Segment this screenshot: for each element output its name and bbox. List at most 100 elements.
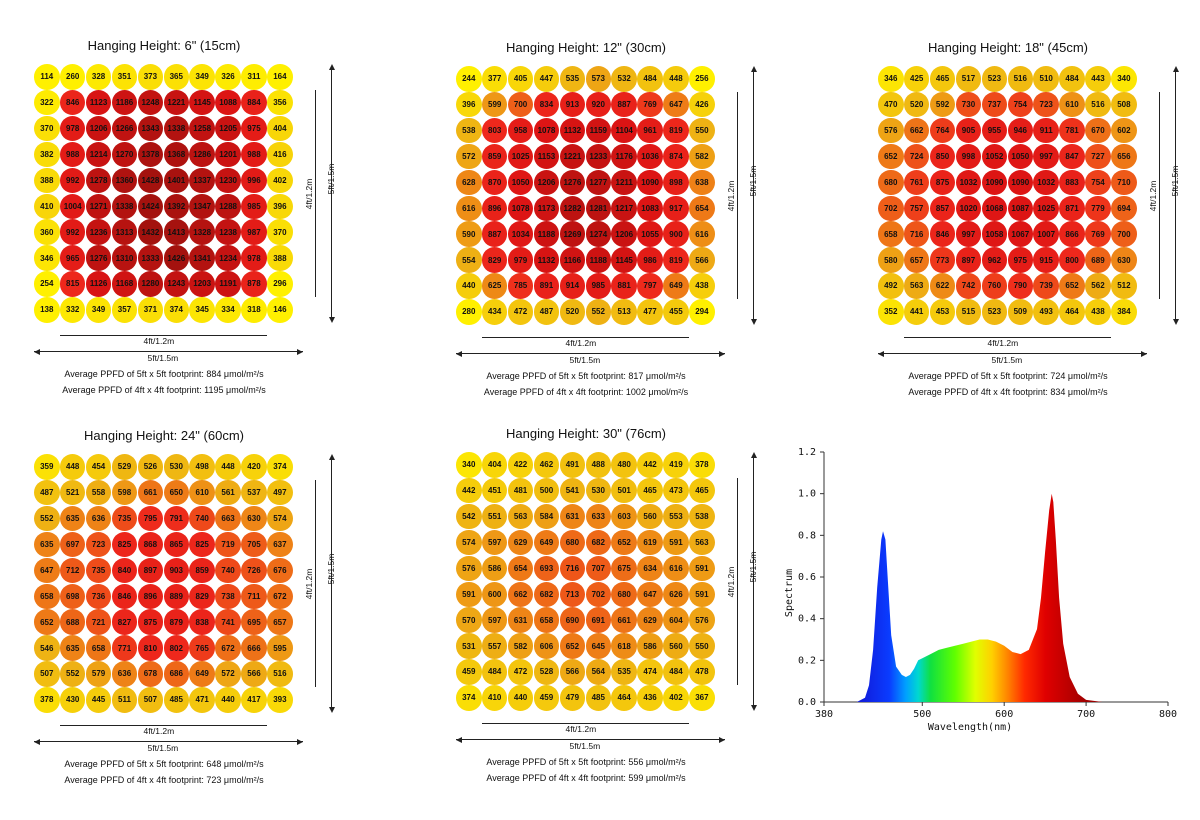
ppfd-cell: 1211: [611, 169, 637, 196]
ppfd-cell: 1025: [1033, 195, 1059, 222]
ppfd-cell: 857: [929, 195, 956, 222]
ppfd-cell: 803: [481, 117, 508, 144]
ppfd-cell: 1426: [163, 245, 190, 271]
ppfd-cell: 713: [559, 581, 586, 608]
ppfd-cell: 552: [34, 505, 60, 532]
ppfd-cell: 346: [878, 66, 904, 92]
ppfd-cell: 566: [689, 247, 715, 273]
arrow-up-icon: [750, 452, 757, 458]
ppfd-cell: 440: [215, 687, 241, 713]
ppfd-cell: 1338: [111, 193, 138, 220]
ppfd-cell: 610: [1059, 91, 1085, 118]
ppfd-cell: 1328: [189, 219, 215, 245]
ppfd-cell: 985: [585, 273, 612, 299]
ppfd-cell: 530: [585, 477, 612, 504]
ppfd-cell: 570: [456, 607, 482, 633]
avg-5ft-label: Average PPFD of 5ft x 5ft footprint:: [908, 371, 1048, 381]
ppfd-cell: 586: [481, 555, 508, 582]
ppfd-cell: 582: [689, 143, 715, 170]
x-tick-label: 600: [995, 709, 1013, 720]
ppfd-cell: 710: [1111, 169, 1137, 196]
ppfd-cell: 915: [1033, 247, 1059, 273]
ppfd-cell: 564: [585, 659, 612, 685]
ppfd-cell: 146: [267, 297, 293, 323]
ppfd-cell: 891: [533, 273, 560, 299]
ppfd-cell: 689: [1085, 247, 1111, 273]
ppfd-cell: 610: [189, 479, 215, 506]
avg-4ft-value: 1002: [625, 387, 646, 397]
avg-5ft-label: Average PPFD of 5ft x 5ft footprint:: [64, 369, 204, 379]
arrow-right-icon: [297, 348, 303, 355]
unit: μmol/m²/s: [648, 387, 689, 397]
ppfd-cell: 510: [1033, 66, 1059, 92]
ppfd-cell: 884: [241, 89, 267, 116]
unit: μmol/m²/s: [645, 371, 686, 381]
ppfd-cell: 346: [34, 245, 60, 271]
ppfd-cell: 1166: [559, 247, 586, 273]
ppfd-cell: 528: [533, 659, 560, 685]
ppfd-cell: 378: [689, 452, 715, 478]
ppfd-cell: 447: [533, 66, 560, 92]
ppfd-cell: 887: [481, 221, 508, 247]
ppfd-cell: 979: [507, 247, 534, 273]
ppfd-cell: 1153: [533, 143, 560, 170]
ppfd-cell: 616: [689, 221, 715, 247]
ppfd-cell: 870: [481, 169, 508, 196]
ppfd-cell: 697: [59, 531, 86, 558]
ppfd-cell: 1270: [111, 141, 138, 168]
ppfd-cell: 1392: [163, 193, 190, 220]
avg-4ft-label: Average PPFD of 4ft x 4ft footprint:: [62, 385, 202, 395]
average-ppfd-4ft: Average PPFD of 4ft x 4ft footprint: 599…: [456, 773, 716, 783]
ppfd-cell: 370: [34, 115, 60, 142]
ppfd-cell: 445: [85, 687, 112, 713]
ppfd-cell: 484: [637, 66, 663, 92]
ppfd-cell: 388: [34, 167, 60, 194]
ppfd-cell: 1007: [1033, 221, 1059, 247]
dimension-line-5ft-horizontal: [878, 353, 1147, 354]
ppfd-cell: 584: [533, 503, 560, 530]
arrow-left-icon: [456, 350, 462, 357]
dimension-line-4ft-horizontal: [60, 725, 267, 726]
ppfd-cell: 962: [981, 247, 1008, 273]
ppfd-cell: 537: [241, 479, 267, 506]
ppfd-cell: 393: [267, 687, 293, 713]
ppfd-cell: 636: [85, 505, 112, 532]
ppfd-cell: 702: [585, 581, 612, 608]
ppfd-cell: 590: [456, 221, 482, 247]
average-ppfd-5ft: Average PPFD of 5ft x 5ft footprint: 556…: [456, 757, 716, 767]
ppfd-cell: 661: [611, 607, 637, 633]
ppfd-cell: 742: [955, 273, 982, 299]
ppfd-cell: 903: [163, 557, 190, 584]
ppfd-cell: 1217: [611, 195, 637, 222]
ppfd-cell: 898: [663, 169, 689, 196]
ppfd-cell: 371: [137, 297, 164, 323]
dimension-line-4ft-vertical: [737, 92, 738, 299]
ppfd-cell: 1238: [215, 219, 241, 245]
ppfd-cell: 1052: [981, 143, 1008, 170]
ppfd-cell: 680: [878, 169, 904, 196]
ppfd-cell: 760: [981, 273, 1008, 299]
ppfd-cell: 1310: [111, 245, 138, 271]
avg-4ft-label: Average PPFD of 4ft x 4ft footprint:: [483, 387, 624, 397]
ppfd-cell: 800: [1059, 247, 1085, 273]
ppfd-cell: 443: [1085, 66, 1111, 92]
dimension-label-5ft: 5ft/1.5m: [748, 551, 758, 582]
ppfd-cell: 1168: [111, 271, 138, 297]
ppfd-cell: 402: [267, 167, 293, 194]
ppfd-cell: 1313: [111, 219, 138, 245]
dimension-line-5ft-horizontal: [34, 351, 303, 352]
dimension-label-5ft: 5ft/1.5m: [147, 353, 179, 363]
ppfd-cell: 637: [267, 531, 293, 558]
ppfd-cell: 356: [267, 89, 293, 116]
ppfd-cell: 829: [481, 247, 508, 273]
unit: μmol/m²/s: [1067, 371, 1108, 381]
avg-5ft-label: Average PPFD of 5ft x 5ft footprint:: [64, 759, 204, 769]
ppfd-cell: 440: [507, 685, 534, 711]
avg-4ft-value: 723: [206, 775, 222, 785]
avg-5ft-value: 884: [206, 369, 222, 379]
ppfd-cell: 498: [189, 454, 215, 480]
ppfd-cell: 883: [1059, 169, 1085, 196]
arrow-up-icon: [1172, 66, 1179, 72]
ppfd-cell: 582: [507, 633, 534, 659]
ppfd-cell: 652: [34, 609, 60, 635]
